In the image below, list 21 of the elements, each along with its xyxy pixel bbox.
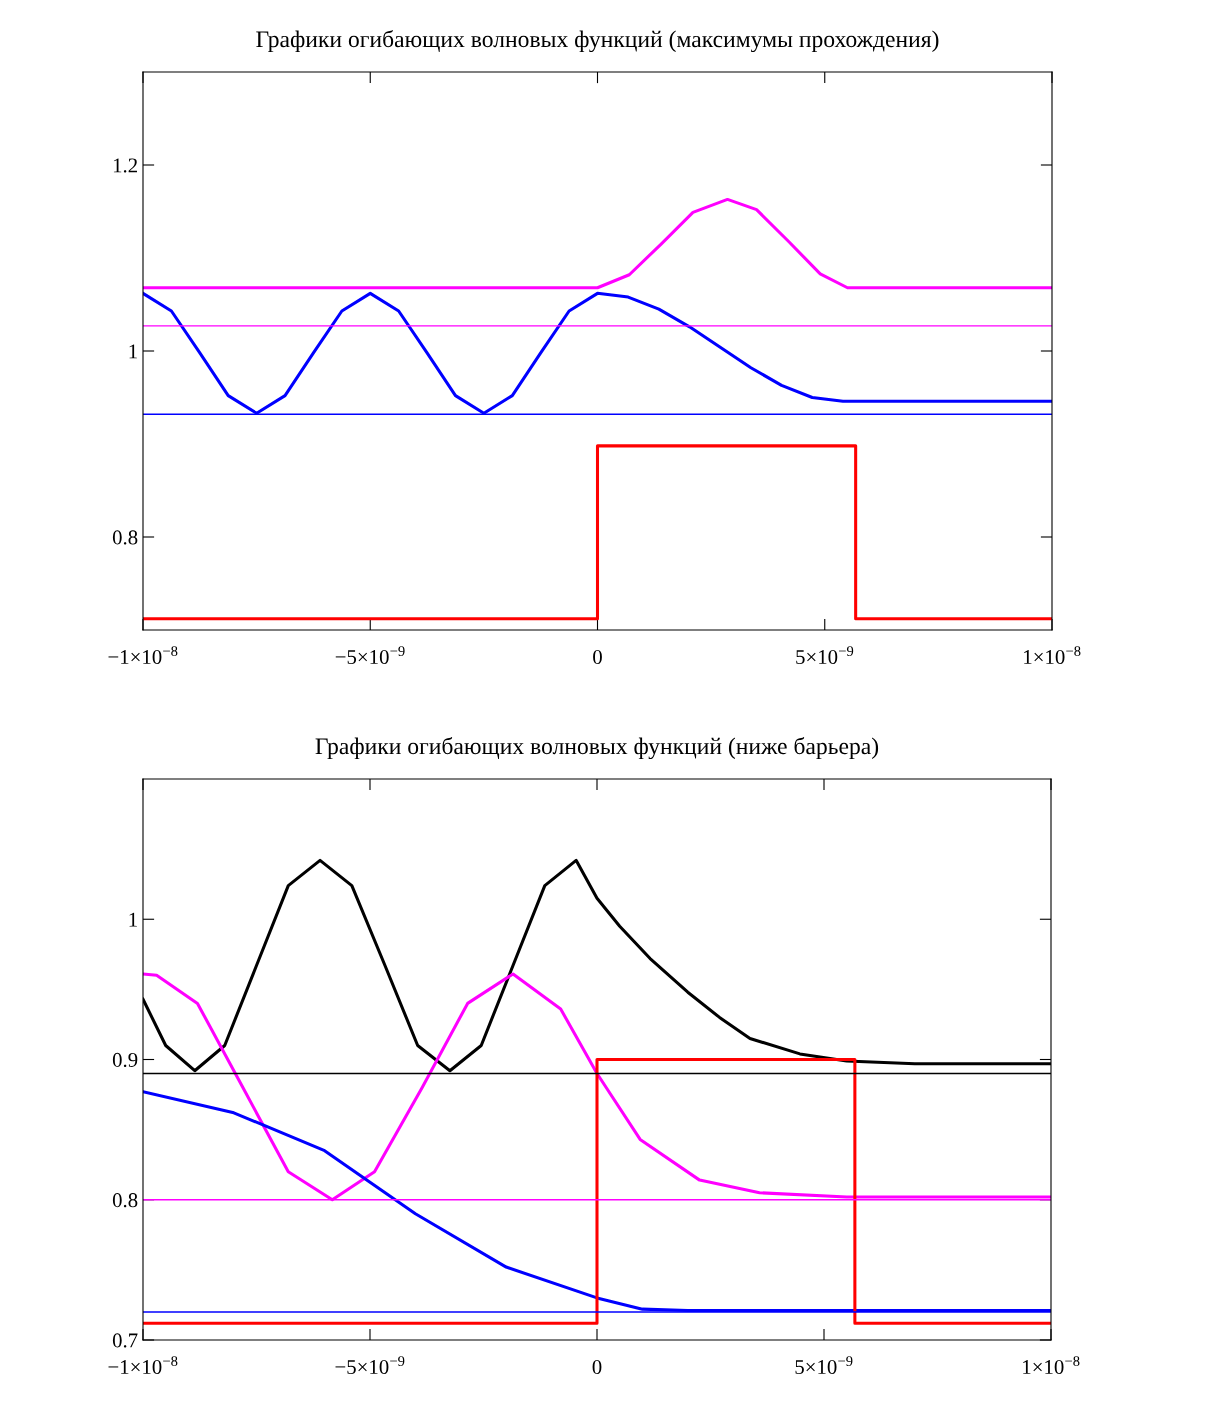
- y-tick-label: 0.7: [112, 1333, 138, 1348]
- line-series: [143, 291, 1052, 415]
- x-tick-label: −5×10$^{−9}$: [335, 1356, 405, 1375]
- y-tick-label: 0.8: [112, 1193, 138, 1208]
- chart-title: Графики огибающих волновых функций (ниже барьера): [315, 737, 879, 760]
- x-tick-label: 1×10$^{−8}$: [1023, 1356, 1080, 1375]
- x-tick-label: 5×10$^{−9}$: [796, 646, 854, 665]
- x-tick-label: 1×10$^{−8}$: [1024, 646, 1081, 665]
- y-tick-label: 1: [129, 912, 137, 927]
- y-tick-label: 1: [129, 344, 137, 359]
- chart-title: Графики огибающих волновых функций (максимумы прохождения): [256, 30, 939, 53]
- line-series: [143, 197, 1052, 290]
- x-tick-label: 0: [592, 1360, 602, 1375]
- y-tick-label: 0.9: [112, 1052, 138, 1068]
- x-tick-label: 0: [593, 650, 602, 665]
- y-tick-label: 0.8: [112, 530, 138, 545]
- x-tick-label: 5×10$^{−9}$: [795, 1356, 853, 1375]
- x-tick-label: −5×10$^{−9}$: [335, 646, 405, 665]
- x-tick-label: −1×10$^{−8}$: [108, 1356, 178, 1375]
- x-tick-label: −1×10$^{−8}$: [108, 646, 178, 665]
- y-tick-label: 1.2: [113, 158, 137, 173]
